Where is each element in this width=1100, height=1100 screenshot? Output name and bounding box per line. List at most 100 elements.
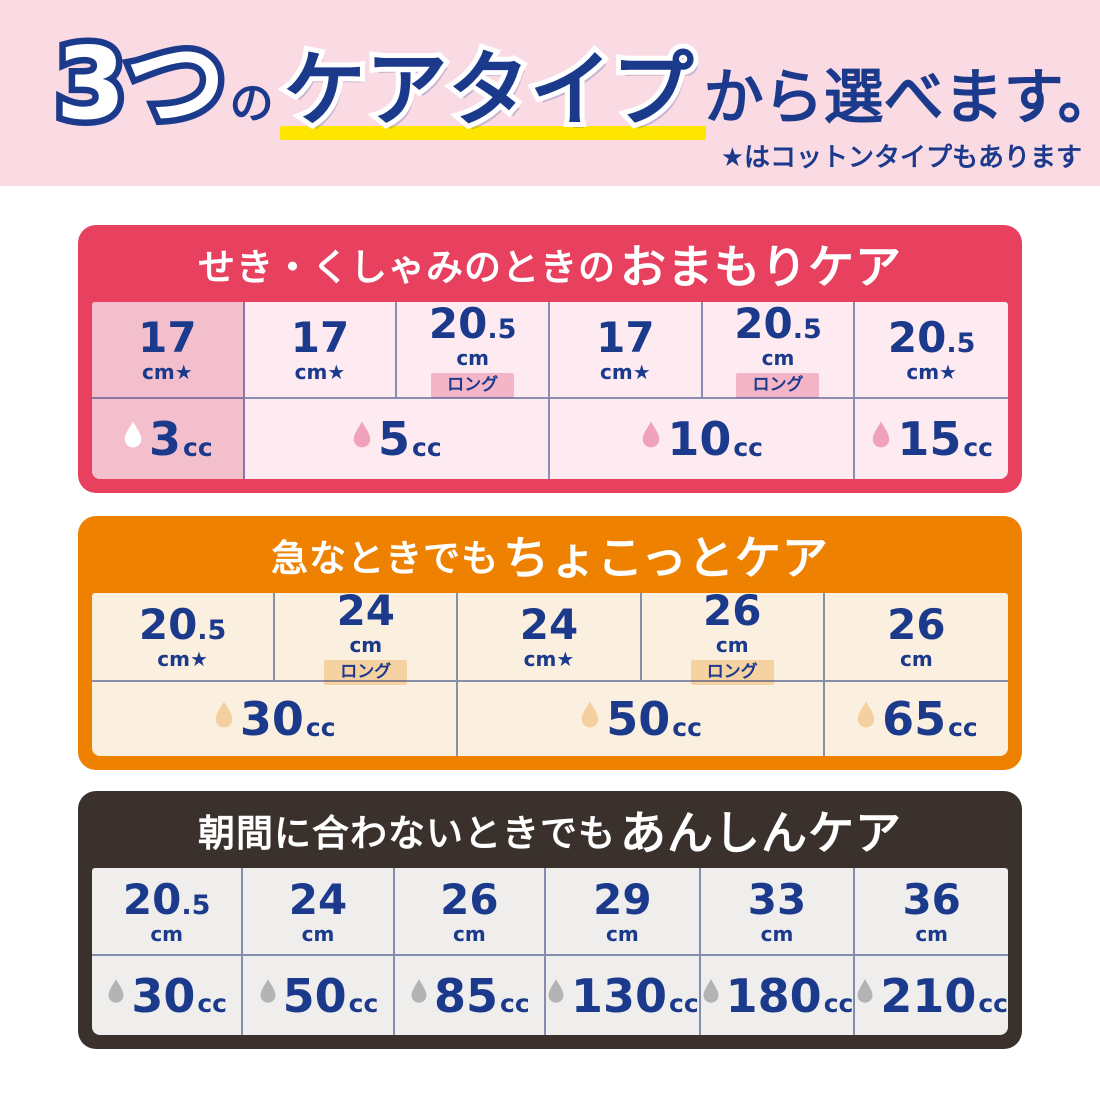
care-title-em: ちょこっとケア <box>503 530 829 585</box>
banner-word-rest: から選べます。 <box>703 63 1100 133</box>
yellow-underline <box>279 126 706 140</box>
absorbency-cell: 30 cc <box>92 954 244 1035</box>
size-number: 24 <box>336 593 396 636</box>
absorbency-value: 130 <box>570 968 668 1023</box>
absorbency-cell: 85 cc <box>394 954 546 1035</box>
droplet-icon <box>108 979 124 1003</box>
absorbency-cell: 130 cc <box>545 954 701 1035</box>
size-decimal: .5 <box>181 889 211 921</box>
size-number: 24 <box>519 600 579 649</box>
size-number: 20 <box>887 313 947 362</box>
banner-word-three-outline: 3つ <box>50 25 233 142</box>
absorbency-unit: cc <box>183 432 213 462</box>
size-cell: 26 cm <box>825 593 1008 680</box>
absorbency-value: 210 <box>880 968 977 1023</box>
size-unit: cm <box>915 921 949 946</box>
size-unit: cm <box>456 346 490 371</box>
size-unit: cm <box>760 921 794 946</box>
absorbency-unit: cc <box>500 989 530 1018</box>
absorbency-unit: cc <box>963 432 993 462</box>
size-cell: 26 cm ロング <box>642 593 825 685</box>
banner-word-caretype-outline: ケアタイプ <box>279 43 699 138</box>
long-badge: ロング <box>431 373 515 398</box>
care-title-pre: 急なときでも <box>271 536 500 580</box>
size-cell: 24 cm ロング <box>275 593 459 685</box>
care-table-chokotto: 急なときでも ちょこっとケア 20.5 cm★ 24 cm ロング 24 cm★ … <box>78 516 1022 770</box>
absorbency-unit: cc <box>348 989 379 1018</box>
absorbency-cell: 180 cc <box>700 954 856 1035</box>
size-number: 17 <box>290 313 350 362</box>
care-title-anshin: 朝間に合わないときでも あんしんケア <box>92 791 1008 868</box>
size-unit: cm★ <box>523 647 575 671</box>
size-unit: cm★ <box>157 647 208 671</box>
size-unit: cm <box>301 921 335 946</box>
banner-title: 3つ 3つのケアタイプ ケアタイプ から選べます。 <box>50 25 1100 142</box>
size-decimal: .5 <box>946 328 976 359</box>
absorbency-value: 30 <box>131 968 196 1023</box>
size-unit: cm★ <box>600 360 651 384</box>
care-title-em: あんしんケア <box>620 805 902 860</box>
droplet-icon <box>548 979 564 1003</box>
droplet-icon <box>873 421 890 448</box>
absorbency-cell: 3 cc <box>92 397 245 479</box>
size-number: 20 <box>138 600 198 649</box>
size-unit: cm <box>715 633 749 658</box>
banner-word-three-fill: 3つ <box>56 25 226 142</box>
size-unit: cm <box>761 346 795 371</box>
long-badge: ロング <box>736 373 820 398</box>
care-title-chokotto: 急なときでも ちょこっとケア <box>92 516 1008 593</box>
size-number: 20 <box>122 874 182 924</box>
size-unit: cm★ <box>294 360 346 384</box>
size-number: 33 <box>747 874 807 924</box>
absorbency-cell: 30 cc <box>92 680 459 756</box>
droplet-icon <box>582 701 599 728</box>
absorbency-value: 3 <box>149 412 182 466</box>
absorbency-value: 180 <box>725 968 822 1023</box>
absorbency-value: 15 <box>897 412 962 466</box>
care-title-em: おまもりケア <box>620 239 902 294</box>
absorbency-unit: cc <box>733 432 763 462</box>
absorbency-unit: cc <box>305 712 336 742</box>
droplet-icon <box>703 979 719 1003</box>
banner: 3つ 3つのケアタイプ ケアタイプ から選べます。 ★はコットンタイプもあります <box>0 0 1100 186</box>
absorbency-cell: 50 cc <box>458 680 825 756</box>
absorbency-cell: 210 cc <box>855 954 1008 1035</box>
size-decimal: .5 <box>197 615 227 646</box>
care-title-pre: せき・くしゃみのときの <box>198 245 616 289</box>
size-number: 20 <box>428 302 488 349</box>
droplet-icon <box>260 979 276 1003</box>
size-cell: 36 cm <box>855 868 1008 954</box>
absorbency-cell: 5 cc <box>244 397 550 479</box>
size-unit: cm <box>900 647 933 671</box>
size-grid-anshin: 20.5 cm 24 cm 26 cm 29 cm 33 cm 36 cm 30… <box>92 868 1008 1035</box>
size-unit: cm★ <box>906 360 957 384</box>
size-grid-omamori: 17 cm★ 17 cm★ 20.5 cm ロング 17 cm★ 20.5 cm… <box>92 302 1008 479</box>
absorbency-unit: cc <box>197 989 227 1018</box>
absorbency-value: 65 <box>882 692 947 746</box>
size-unit: cm <box>349 633 383 658</box>
droplet-icon <box>643 421 660 448</box>
absorbency-value: 50 <box>606 692 671 746</box>
banner-note: ★はコットンタイプもあります <box>720 143 1082 173</box>
size-cell: 17 cm★ <box>550 302 703 397</box>
droplet-icon <box>353 421 371 448</box>
banner-word-no: の <box>229 78 274 129</box>
size-number: 26 <box>702 593 762 636</box>
size-unit: cm <box>605 921 639 946</box>
absorbency-cell: 50 cc <box>243 954 395 1035</box>
size-cell: 20.5 cm ロング <box>397 302 550 398</box>
absorbency-cell: 65 cc <box>824 680 1008 756</box>
absorbency-value: 85 <box>433 968 498 1023</box>
size-decimal: .5 <box>792 314 822 346</box>
absorbency-unit: cc <box>948 712 978 742</box>
absorbency-value: 5 <box>378 412 411 466</box>
size-number: 17 <box>138 313 197 362</box>
droplet-icon <box>124 421 142 448</box>
size-cell: 24 cm <box>243 868 395 954</box>
size-cell: 29 cm <box>546 868 701 954</box>
size-number: 26 <box>440 874 499 924</box>
size-cell: 20.5 cm <box>92 868 244 954</box>
droplet-icon <box>411 979 427 1003</box>
size-cell: 17 cm★ <box>245 302 398 397</box>
droplet-icon <box>857 701 875 728</box>
